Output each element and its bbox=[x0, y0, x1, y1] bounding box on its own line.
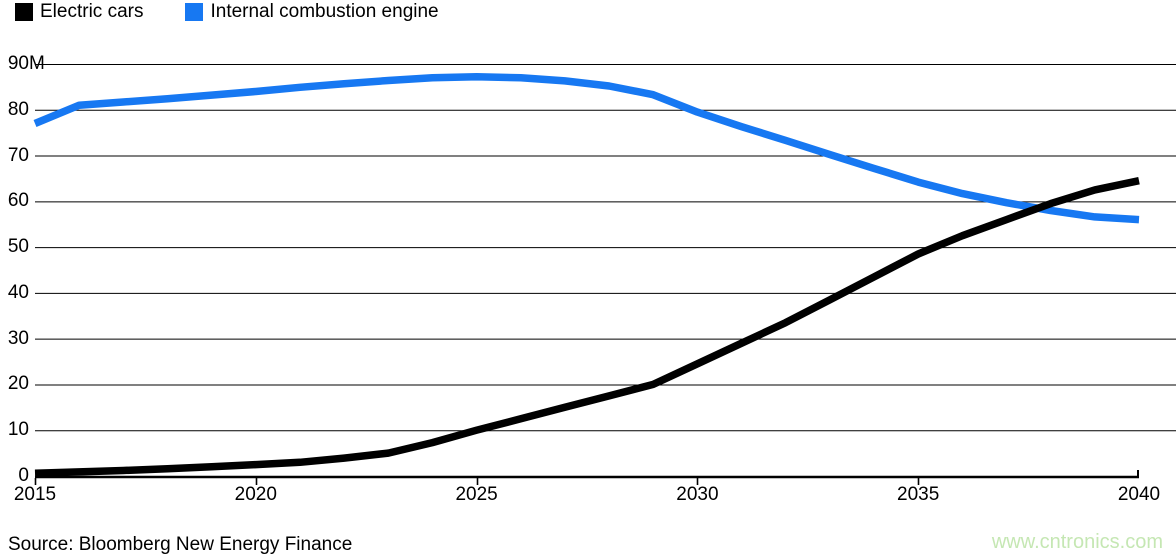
x-axis-label: 2035 bbox=[897, 484, 940, 505]
y-axis-label: 70 bbox=[0, 145, 29, 167]
legend-item-internal-combustion: Internal combustion engine bbox=[185, 1, 439, 22]
y-axis-label-value: 70 bbox=[7, 144, 29, 166]
y-axis-label: 40 bbox=[0, 282, 29, 304]
watermark: www.cntronics.com bbox=[991, 531, 1163, 553]
x-axis-label: 2030 bbox=[676, 484, 719, 505]
legend-label-internal-combustion: Internal combustion engine bbox=[210, 1, 439, 22]
legend: Electric cars Internal combustion engine bbox=[15, 2, 439, 22]
y-axis-label: 60 bbox=[0, 190, 29, 212]
x-axis-label: 2015 bbox=[13, 484, 57, 505]
y-axis-label-value: 50 bbox=[7, 236, 29, 258]
y-axis-label: 10 bbox=[0, 419, 29, 441]
source-text: Source: Bloomberg New Energy Finance bbox=[8, 534, 353, 555]
x-axis-label: 2040 bbox=[1117, 484, 1161, 505]
y-axis-label-value: 80 bbox=[7, 98, 29, 120]
series-line-electric-cars bbox=[34, 177, 1140, 478]
y-axis-label: 80 bbox=[0, 99, 29, 121]
y-axis-label: 30 bbox=[0, 328, 29, 350]
y-axis-label-value: 0 bbox=[18, 465, 29, 486]
series-line-internal-combustion-engine bbox=[33, 73, 1140, 224]
y-axis-label: 20 bbox=[0, 373, 29, 395]
x-axis-label: 2025 bbox=[455, 484, 498, 505]
legend-label-electric-cars: Electric cars bbox=[40, 1, 144, 22]
internal-combustion-swatch-icon bbox=[185, 3, 204, 21]
y-axis-unit: M bbox=[29, 53, 45, 74]
y-axis-label-value: 90 bbox=[7, 53, 29, 74]
electric-cars-swatch-icon bbox=[15, 3, 33, 21]
y-axis-label: 0 bbox=[0, 465, 29, 487]
y-axis-label-value: 60 bbox=[7, 190, 29, 212]
y-axis-label: 90M bbox=[0, 53, 45, 75]
y-axis-label-value: 40 bbox=[7, 281, 29, 303]
x-axis-label: 2020 bbox=[234, 484, 277, 505]
y-axis-label: 50 bbox=[0, 236, 29, 258]
y-axis-label-value: 10 bbox=[7, 419, 29, 441]
y-axis-label-value: 30 bbox=[7, 327, 29, 349]
y-axis-label-value: 20 bbox=[7, 373, 29, 395]
legend-item-electric-cars: Electric cars bbox=[15, 2, 143, 22]
